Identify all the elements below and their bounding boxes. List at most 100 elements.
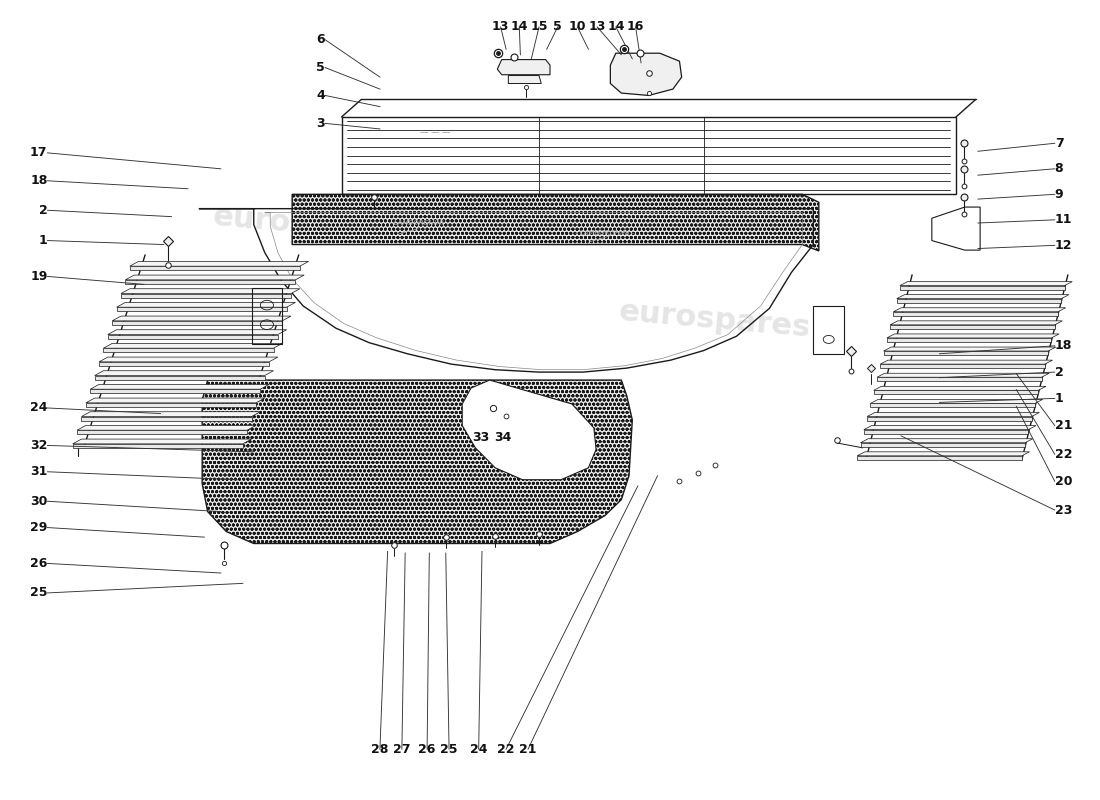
Polygon shape bbox=[864, 426, 1036, 430]
Polygon shape bbox=[112, 321, 283, 325]
Text: 26: 26 bbox=[418, 742, 436, 756]
Text: 31: 31 bbox=[30, 466, 47, 478]
Polygon shape bbox=[81, 417, 252, 421]
Text: 14: 14 bbox=[510, 21, 528, 34]
Text: 26: 26 bbox=[30, 557, 47, 570]
Polygon shape bbox=[497, 59, 550, 74]
Text: 17: 17 bbox=[30, 146, 47, 159]
Text: 30: 30 bbox=[30, 494, 47, 508]
Text: 25: 25 bbox=[30, 586, 47, 599]
Polygon shape bbox=[900, 286, 1065, 290]
Text: 29: 29 bbox=[30, 521, 47, 534]
Polygon shape bbox=[117, 302, 296, 307]
Text: 9: 9 bbox=[1055, 188, 1064, 201]
Text: 10: 10 bbox=[569, 21, 586, 34]
Text: 27: 27 bbox=[393, 742, 410, 756]
Text: 33: 33 bbox=[472, 431, 490, 444]
Polygon shape bbox=[860, 442, 1025, 446]
Text: eurospares: eurospares bbox=[617, 298, 812, 343]
Text: 24: 24 bbox=[30, 402, 47, 414]
Polygon shape bbox=[90, 389, 261, 393]
Text: 4: 4 bbox=[317, 89, 326, 102]
Text: 6: 6 bbox=[317, 33, 326, 46]
Polygon shape bbox=[870, 399, 1043, 403]
Polygon shape bbox=[121, 294, 292, 298]
Text: 13: 13 bbox=[588, 21, 606, 34]
Polygon shape bbox=[103, 348, 274, 352]
Text: 12: 12 bbox=[1055, 239, 1072, 252]
Polygon shape bbox=[108, 334, 278, 338]
Polygon shape bbox=[867, 417, 1032, 421]
Polygon shape bbox=[99, 362, 270, 366]
Polygon shape bbox=[462, 380, 596, 480]
Polygon shape bbox=[877, 374, 1049, 378]
Polygon shape bbox=[864, 430, 1028, 434]
Polygon shape bbox=[99, 357, 278, 362]
Polygon shape bbox=[860, 438, 1033, 442]
Polygon shape bbox=[86, 403, 256, 407]
Polygon shape bbox=[130, 266, 300, 270]
Text: 1: 1 bbox=[1055, 392, 1064, 405]
Text: 5: 5 bbox=[553, 21, 562, 34]
Text: 13: 13 bbox=[492, 21, 509, 34]
Polygon shape bbox=[893, 308, 1066, 312]
Polygon shape bbox=[896, 298, 1062, 302]
Polygon shape bbox=[508, 75, 541, 83]
Polygon shape bbox=[880, 364, 1045, 368]
Text: 18: 18 bbox=[1055, 339, 1072, 352]
Text: 34: 34 bbox=[494, 431, 512, 444]
Text: 22: 22 bbox=[497, 742, 515, 756]
Polygon shape bbox=[610, 54, 682, 95]
Text: — — —: — — — bbox=[419, 129, 450, 138]
Polygon shape bbox=[883, 351, 1048, 355]
Polygon shape bbox=[880, 360, 1053, 364]
Polygon shape bbox=[877, 378, 1042, 382]
Polygon shape bbox=[81, 412, 261, 417]
Text: 21: 21 bbox=[519, 742, 537, 756]
Text: 2: 2 bbox=[39, 204, 47, 217]
Polygon shape bbox=[293, 194, 818, 251]
Text: 20: 20 bbox=[1055, 475, 1072, 488]
Polygon shape bbox=[202, 380, 632, 543]
Text: eurospares: eurospares bbox=[211, 202, 406, 247]
Text: 5: 5 bbox=[317, 61, 326, 74]
Text: 2: 2 bbox=[1055, 366, 1064, 378]
Polygon shape bbox=[867, 413, 1040, 417]
Polygon shape bbox=[125, 275, 305, 280]
Text: 22: 22 bbox=[1055, 448, 1072, 461]
Text: 15: 15 bbox=[530, 21, 548, 34]
Polygon shape bbox=[870, 403, 1035, 407]
Polygon shape bbox=[86, 398, 265, 403]
Polygon shape bbox=[896, 294, 1069, 298]
Text: 1: 1 bbox=[39, 234, 47, 247]
Polygon shape bbox=[112, 316, 292, 321]
Text: 11: 11 bbox=[1055, 214, 1072, 226]
Polygon shape bbox=[95, 375, 265, 379]
Text: 14: 14 bbox=[607, 21, 625, 34]
Text: 7: 7 bbox=[1055, 137, 1064, 150]
Polygon shape bbox=[73, 439, 252, 444]
Polygon shape bbox=[873, 386, 1046, 390]
Polygon shape bbox=[900, 282, 1072, 286]
Polygon shape bbox=[893, 312, 1058, 316]
Text: 8: 8 bbox=[1055, 162, 1064, 175]
Text: 21: 21 bbox=[1055, 419, 1072, 432]
Polygon shape bbox=[130, 262, 309, 266]
Polygon shape bbox=[887, 338, 1052, 342]
Text: 3: 3 bbox=[317, 117, 326, 130]
Text: 18: 18 bbox=[30, 174, 47, 187]
Text: - LAMBORGHINI -: - LAMBORGHINI - bbox=[575, 230, 635, 235]
Polygon shape bbox=[77, 430, 248, 434]
Polygon shape bbox=[90, 384, 270, 389]
Polygon shape bbox=[95, 370, 274, 375]
Polygon shape bbox=[857, 456, 1022, 460]
Polygon shape bbox=[890, 321, 1063, 325]
Polygon shape bbox=[73, 444, 243, 448]
Text: - LAMBORGHINI -: - LAMBORGHINI - bbox=[388, 220, 448, 226]
Text: 23: 23 bbox=[1055, 503, 1072, 517]
Text: 19: 19 bbox=[30, 270, 47, 283]
Polygon shape bbox=[121, 289, 300, 294]
Text: 28: 28 bbox=[371, 742, 388, 756]
Text: 32: 32 bbox=[30, 439, 47, 452]
Text: 24: 24 bbox=[470, 742, 487, 756]
